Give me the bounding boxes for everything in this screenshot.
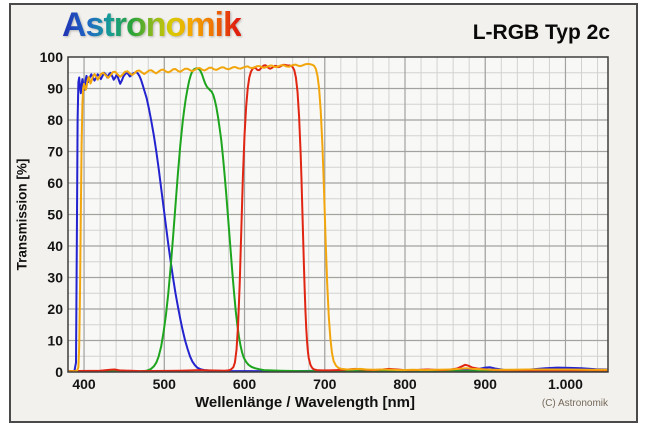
brand-logo: Astronomik	[62, 6, 242, 44]
page-title: L-RGB Typ 2c	[472, 21, 610, 44]
x-tick-label-600: 600	[233, 376, 257, 392]
x-tick-label-400: 400	[72, 376, 96, 392]
y-tick-label-80: 80	[47, 112, 63, 128]
y-tick-label-40: 40	[47, 238, 63, 254]
series-green-filter-line	[68, 67, 608, 373]
y-tick-label-60: 60	[47, 175, 63, 191]
grid	[67, 57, 608, 372]
y-tick-label-0: 0	[55, 364, 63, 380]
x-tick-label-800: 800	[393, 376, 417, 392]
x-axis-title: Wellenlänge / Wavelength [nm]	[194, 394, 416, 411]
y-tick-label-90: 90	[47, 81, 63, 97]
y-tick-label-50: 50	[47, 207, 63, 223]
plot-border	[67, 56, 609, 373]
y-tick-label-20: 20	[47, 301, 63, 317]
series-luminance-L-filter-line	[67, 62, 608, 373]
x-tick-label-1000: 1.000	[548, 376, 583, 392]
y-tick-label-30: 30	[47, 270, 63, 286]
y-tick-label-70: 70	[47, 144, 63, 160]
y-tick-label-100: 100	[40, 49, 64, 65]
x-tick-label-500: 500	[153, 376, 177, 392]
copyright-note: (C) Astronomik	[541, 398, 608, 409]
x-tick-label-900: 900	[474, 376, 498, 392]
y-tick-label-10: 10	[47, 333, 63, 349]
y-axis-title: Transmission [%]	[14, 158, 30, 271]
x-tick-label-700: 700	[313, 376, 337, 392]
